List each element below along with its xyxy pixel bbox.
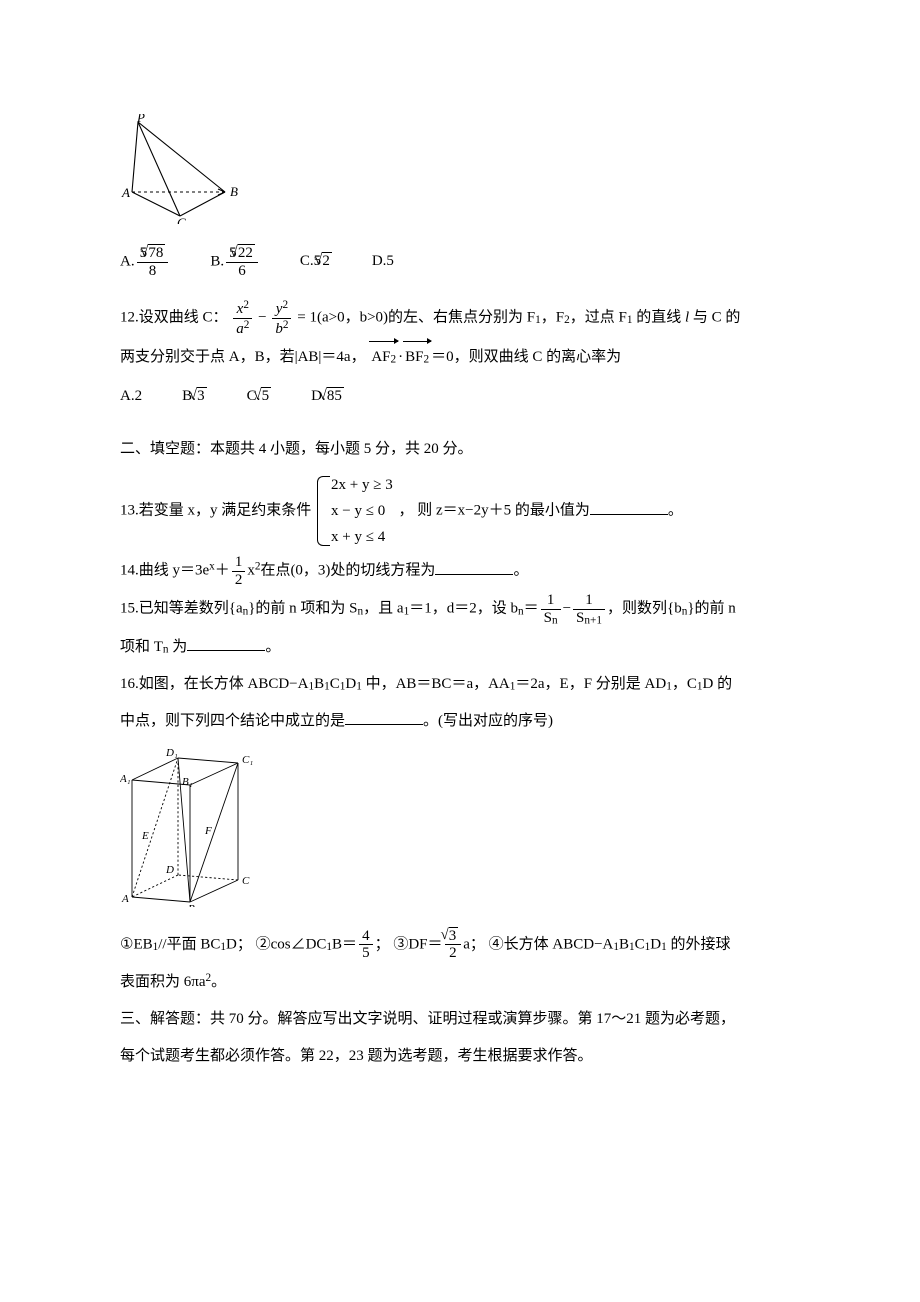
svg-text:E: E — [141, 830, 149, 842]
vector-BF2: BF2 — [403, 341, 431, 374]
svg-text:C₁: C₁ — [242, 754, 253, 766]
q13-text: 13.若变量 x，y 满足约束条件 2x + y ≥ 3 x − y ≤ 0 x… — [120, 472, 810, 550]
q11-label-C: C — [177, 215, 186, 224]
q12-text-line2: 两支分别交于点 A，B，若|AB|＝4a， AF2·BF2＝0，则双曲线 C 的… — [120, 341, 810, 374]
q11-opt-D: D.5 — [372, 245, 394, 278]
q16-statements: ①EB1//平面 BC1D； ②cos∠DC1B＝45； ③DF＝32a； ④长… — [120, 928, 810, 962]
q16-line1: 16.如图，在长方体 ABCD−A1B1C1D1 中，AB＝BC＝a，AA1＝2… — [120, 668, 810, 701]
q16-blank — [345, 708, 423, 725]
vector-AF2: AF2 — [369, 341, 398, 374]
q11-opt-C: C.52 — [300, 245, 332, 278]
q12-opt-B: B.3 — [182, 380, 207, 413]
q13-blank — [590, 498, 668, 515]
section-3-line2: 每个试题考生都必须作答。第 22，23 题为选考题，考生根据要求作答。 — [120, 1040, 810, 1073]
section-3-line1: 三、解答题：共 70 分。解答应写出文字说明、证明过程或演算步骤。第 17～21… — [120, 1003, 810, 1036]
svg-text:B: B — [188, 903, 195, 907]
q12-opt-D: D.85 — [311, 380, 344, 413]
section-2-heading: 二、填空题：本题共 4 小题，每小题 5 分，共 20 分。 — [120, 433, 810, 466]
q14-blank — [435, 558, 513, 575]
q15-blank — [187, 634, 265, 651]
q16-diagram: A B C D A₁ B₁ C₁ D₁ E F — [120, 742, 810, 920]
q11-label-P: P — [136, 114, 145, 125]
q14-text: 14.曲线 y＝3ex＋12x2在点(0，3)处的切线方程为。 — [120, 554, 810, 588]
svg-text:A₁: A₁ — [120, 773, 131, 785]
q11-label-A: A — [121, 185, 130, 200]
q15-text-line2: 项和 Tn 为。 — [120, 631, 810, 664]
q12-text: 12.设双曲线 C： x2a2 − y2b2 = 1(a>0，b>0)的左、右焦… — [120, 299, 810, 337]
q12-options: A.2 B.3 C.5 D.85 — [120, 380, 810, 413]
svg-text:C: C — [242, 875, 250, 887]
q12-opt-A: A.2 — [120, 380, 142, 413]
q11-options: A.5788 B.5226 C.52 D.5 — [120, 245, 810, 279]
q16-line2: 中点，则下列四个结论中成立的是。(写出对应的序号) — [120, 705, 810, 738]
svg-text:A: A — [121, 893, 129, 905]
svg-text:F: F — [204, 825, 212, 837]
constraint-system: 2x + y ≥ 3 x − y ≤ 0 x + y ≤ 4 — [317, 472, 393, 550]
q11-opt-A: A.5788 — [120, 245, 170, 279]
q15-text: 15.已知等差数列{an}的前 n 项和为 Sn，且 a1＝1，d＝2，设 bn… — [120, 592, 810, 627]
q11-opt-B: B.5226 — [210, 245, 260, 279]
q11-diagram: P A B C — [120, 114, 810, 237]
q12-opt-C: C.5 — [247, 380, 272, 413]
svg-text:B₁: B₁ — [182, 776, 193, 788]
q11-label-B: B — [230, 184, 238, 199]
q16-statements-line2: 表面积为 6πa2。 — [120, 966, 810, 999]
svg-text:D₁: D₁ — [165, 747, 178, 759]
svg-text:D: D — [165, 864, 174, 876]
